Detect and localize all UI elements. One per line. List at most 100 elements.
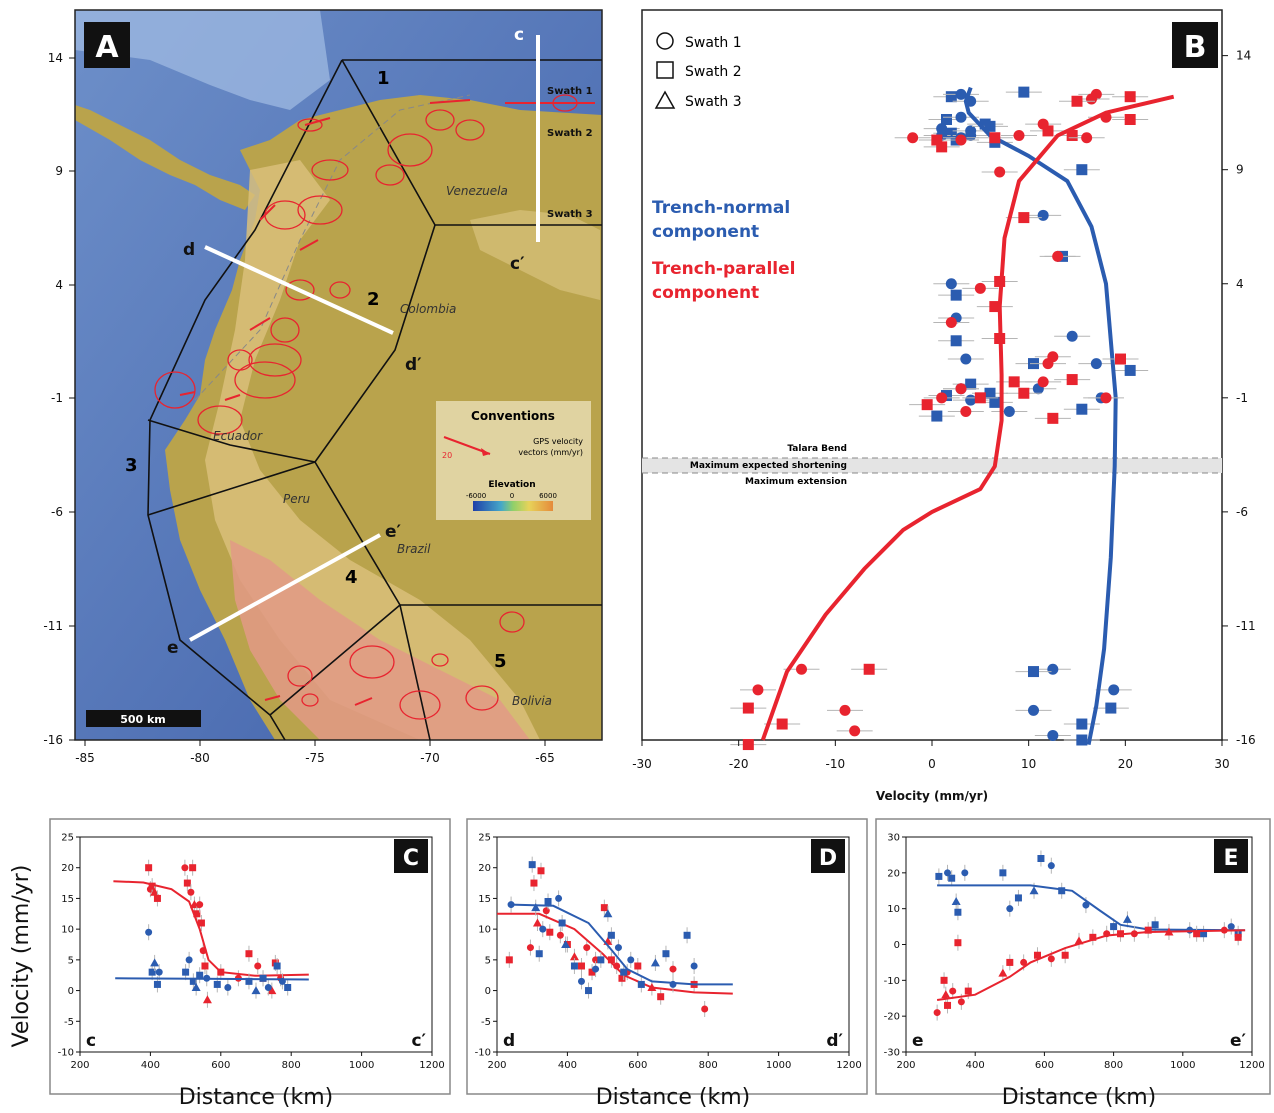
data-point-square <box>189 864 197 872</box>
parallel-component-label: Trench-parallel <box>652 259 796 279</box>
data-point-circle <box>1020 958 1028 966</box>
data-point-square <box>1089 933 1097 941</box>
gps-error-ellipse <box>248 343 302 377</box>
data-point-square <box>535 950 543 958</box>
data-point-circle <box>949 987 957 995</box>
data-point-square <box>148 968 156 976</box>
data-point-circle <box>1013 129 1025 141</box>
data-point-square <box>1124 91 1136 103</box>
fit-curve <box>115 977 309 981</box>
data-point-square <box>989 132 1001 144</box>
ytick-label: 0 <box>68 986 74 997</box>
data-point-square <box>1193 930 1201 938</box>
panel-frame <box>875 818 1271 1095</box>
data-point-square <box>1124 364 1136 376</box>
data-point-square <box>999 869 1007 877</box>
data-point-square <box>964 987 972 995</box>
data-point-circle <box>1052 250 1064 262</box>
swath-label-1: Swath 1 <box>547 86 593 97</box>
profile-label-c-prime: c′ <box>510 254 525 274</box>
data-point-circle <box>690 962 698 970</box>
data-point-square <box>1037 855 1045 862</box>
data-point-circle <box>1047 729 1059 741</box>
data-point-circle <box>507 901 515 909</box>
plot-area <box>496 836 850 1053</box>
data-point-circle <box>839 704 851 716</box>
gps-velocity-vector <box>224 394 241 401</box>
profiles-ylabel: Velocity (mm/yr) <box>9 865 34 1048</box>
data-point-triangle <box>1029 886 1039 895</box>
xtick-label: 1200 <box>1239 1060 1264 1071</box>
data-point-square <box>1234 933 1242 941</box>
data-point-square <box>201 962 209 970</box>
ytick-label: 30 <box>887 833 900 844</box>
data-point-square <box>1018 212 1030 224</box>
gps-error-ellipse <box>499 611 525 633</box>
gps-error-ellipse <box>311 159 349 181</box>
data-point-square <box>1047 412 1059 424</box>
xtick-label: 800 <box>282 1060 301 1071</box>
data-point-square <box>954 908 962 916</box>
gps-error-ellipse <box>455 119 485 141</box>
data-point-square <box>182 968 190 976</box>
legend-circle-label: Swath 1 <box>685 35 742 51</box>
b-xtick-label: -20 <box>729 757 749 771</box>
data-point-circle <box>1037 209 1049 221</box>
data-point-circle <box>961 869 969 877</box>
data-point-circle <box>1082 901 1090 909</box>
gps-error-ellipse <box>297 118 323 132</box>
data-point-circle <box>957 998 965 1006</box>
data-point-circle <box>994 166 1006 178</box>
data-point-square <box>546 928 554 936</box>
ytick-label: -10 <box>884 976 900 987</box>
data-point-circle <box>583 944 591 952</box>
data-point-circle <box>145 928 153 936</box>
xtick-label: 200 <box>70 1060 89 1071</box>
data-point-circle <box>1100 392 1112 404</box>
gps-error-ellipse <box>399 690 441 720</box>
legend-circle-marker <box>656 32 674 50</box>
data-point-triangle <box>1122 914 1132 923</box>
data-point-square <box>941 114 952 125</box>
data-point-circle <box>933 1009 941 1017</box>
data-point-square <box>1028 666 1039 678</box>
profile-line-d <box>204 245 394 335</box>
data-point-square <box>196 971 204 979</box>
data-point-circle <box>1086 93 1097 105</box>
data-point-square <box>945 91 957 103</box>
data-point-circle <box>181 864 189 872</box>
data-point-triangle <box>150 958 160 967</box>
gps-error-ellipse <box>387 133 433 167</box>
gps-velocity-vector <box>354 697 373 706</box>
data-point-square <box>197 919 205 927</box>
data-point-triangle <box>951 897 961 905</box>
ytick-label: 0 <box>485 986 491 997</box>
normal-component-label: component <box>652 222 759 242</box>
legend-box <box>436 401 591 520</box>
data-point-triangle <box>531 903 541 912</box>
swath-labels: Swath 1 Swath 2 Swath 3 <box>547 86 593 220</box>
data-point-square <box>1200 930 1208 938</box>
data-point-circle <box>944 869 952 877</box>
data-point-square <box>600 904 608 912</box>
data-point-triangle <box>251 986 261 995</box>
panel-label: E <box>1223 846 1238 871</box>
data-point-circle <box>526 944 534 952</box>
b-ytick-label: -6 <box>1236 505 1248 519</box>
a-ytick-label: 4 <box>55 278 63 292</box>
panel-b-xlabel: Velocity (mm/yr) <box>876 789 988 803</box>
data-point-square <box>742 702 754 714</box>
data-point-square <box>245 977 253 985</box>
data-point-triangle <box>569 952 579 961</box>
data-point-square <box>634 962 642 970</box>
panel-frame <box>466 818 868 1095</box>
legend-triangle-label: Swath 3 <box>685 94 742 110</box>
data-point-circle <box>669 965 677 973</box>
xtick-label: 200 <box>487 1060 506 1071</box>
panel-badge <box>394 839 428 873</box>
data-point-square <box>273 962 281 970</box>
panel-badge <box>1214 839 1248 873</box>
